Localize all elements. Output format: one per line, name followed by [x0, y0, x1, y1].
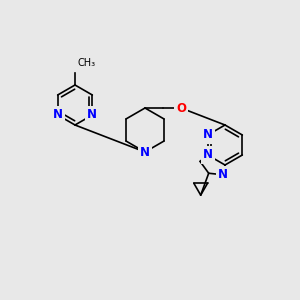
- Text: N: N: [140, 146, 150, 158]
- Text: N: N: [53, 109, 63, 122]
- Text: N: N: [218, 168, 228, 181]
- Text: CH₃: CH₃: [78, 58, 96, 68]
- Text: O: O: [176, 101, 186, 115]
- Text: N: N: [203, 128, 213, 142]
- Text: N: N: [203, 148, 213, 161]
- Text: N: N: [87, 109, 97, 122]
